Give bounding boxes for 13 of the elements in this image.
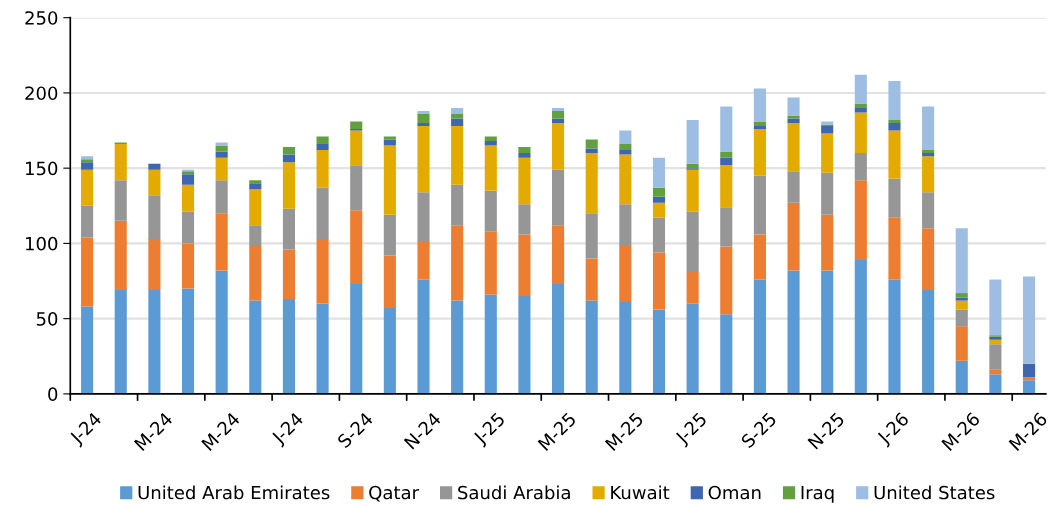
y-tick-label: 0 [48,387,58,402]
y-tick-label: 100 [26,236,58,251]
legend-label: Qatar [369,485,420,502]
legend-label: Iraq [801,485,834,503]
legend-label: United States [874,485,995,500]
legend-label: Oman [708,485,761,500]
y-tick-label: 250 [25,11,58,25]
legend-label: United Arab Emirates [138,485,330,500]
y-tick-label: 150 [26,161,58,176]
y-tick-label: 50 [36,312,58,326]
legend-label: Kuwait [611,485,670,500]
y-tick-label: 200 [25,86,58,101]
legend-label: Saudi Arabia [458,485,570,500]
